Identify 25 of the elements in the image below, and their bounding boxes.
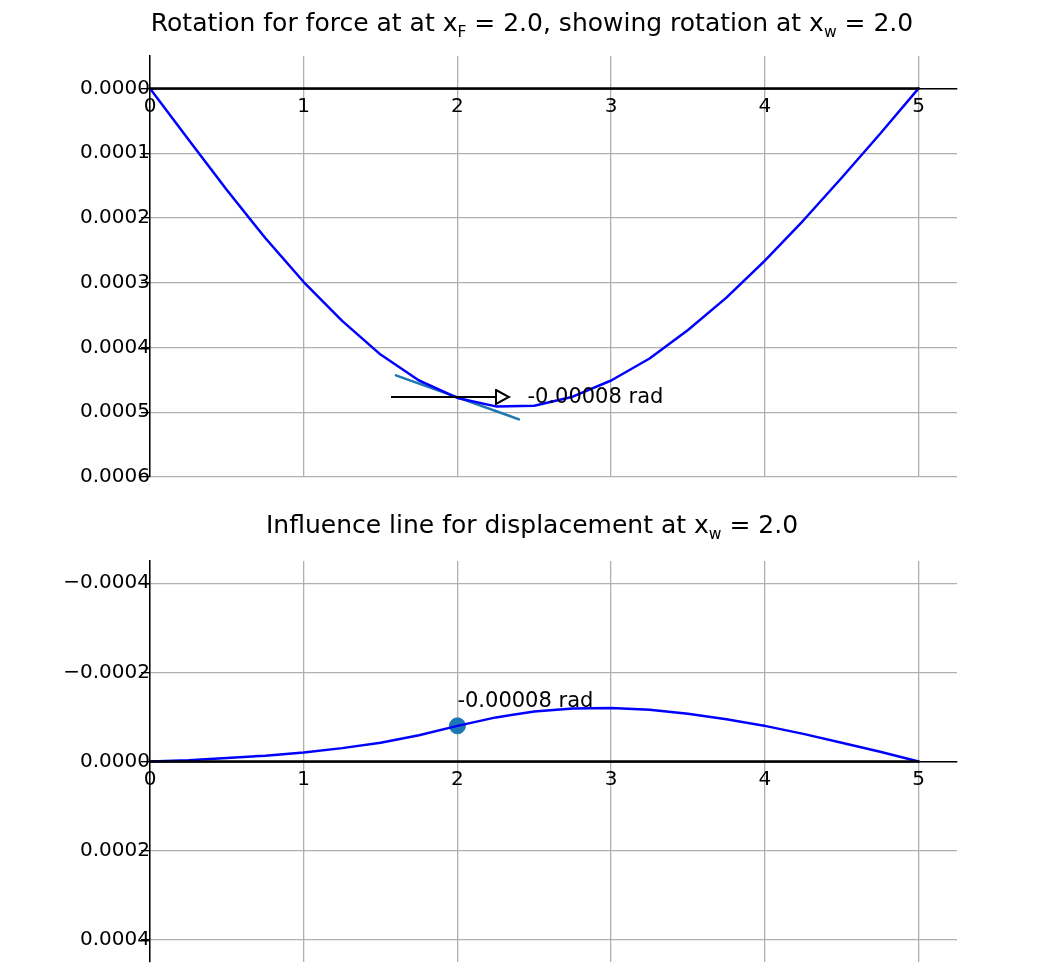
y-tick-label: 0.0004 — [80, 925, 150, 950]
chart-title: Rotation for force at at x$_{F}$ = 2.0, showing rotation at x$_{w}$ = 2.0 — [149, 8, 915, 41]
annotation: -0.00008 rad — [457, 687, 594, 712]
y-tick-label: −0.0002 — [63, 658, 150, 683]
x-tick-label: 2 — [451, 765, 464, 790]
y-tick-label: 0.0003 — [80, 268, 150, 293]
x-tick-label: 4 — [758, 92, 772, 117]
y-tick-label: 0.0002 — [80, 836, 150, 861]
x-tick-label: 4 — [758, 765, 772, 790]
y-tick-label: 0.0004 — [80, 333, 150, 358]
y-tick-label: 0.0001 — [80, 139, 150, 164]
x-tick-label: 5 — [912, 92, 925, 117]
y-tick-label: 0.0000 — [80, 747, 150, 772]
y-tick-label: −0.0004 — [63, 569, 150, 594]
y-tick-label: 0.0006 — [80, 463, 150, 488]
chart-title: Influence line for displacement at x$_{w}$ = 2.0 — [264, 510, 800, 543]
x-tick-label: 5 — [912, 765, 925, 790]
x-tick-label: 3 — [604, 765, 618, 790]
x-tick-label: 2 — [451, 92, 464, 117]
y-tick-label: 0.0000 — [80, 74, 150, 99]
x-tick-label: 3 — [604, 92, 618, 117]
x-tick-label: 1 — [297, 765, 311, 790]
y-tick-label: 0.0002 — [80, 204, 150, 229]
x-tick-label: 1 — [297, 92, 311, 117]
y-tick-label: 0.0005 — [80, 398, 150, 423]
